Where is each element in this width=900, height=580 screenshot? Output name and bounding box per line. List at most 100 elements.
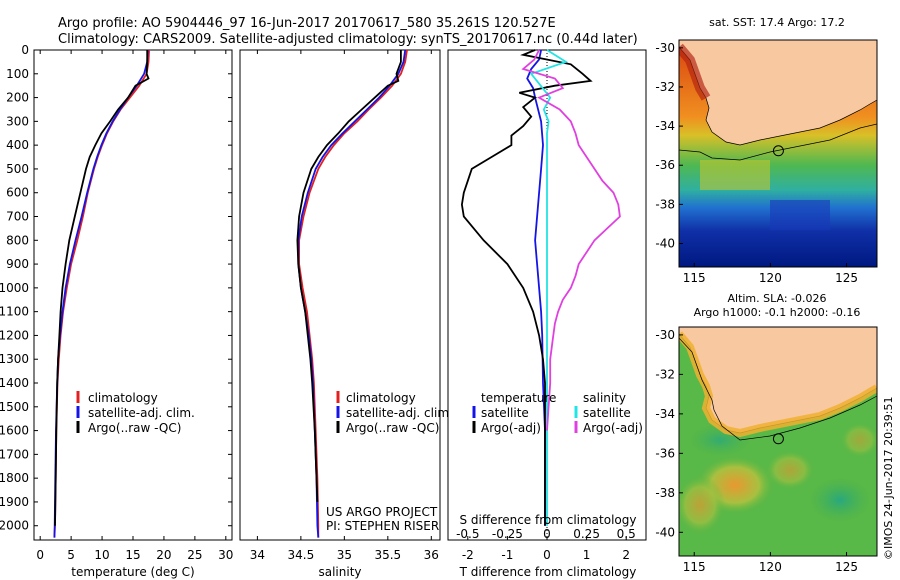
s-tick-label: -0.25 (492, 527, 523, 541)
temperature-legend-climatology: climatology (88, 391, 158, 405)
lon-tick-label: 115 (683, 271, 706, 285)
sla-contour (679, 337, 877, 441)
depth-tick-label: 100 (6, 67, 29, 81)
lat-tick-label: -34 (655, 407, 675, 421)
x-tick-label: 15 (125, 548, 140, 562)
sla-map-title-line1: Altim. SLA: -0.026 (727, 292, 826, 305)
depth-tick-label: 1100 (0, 305, 29, 319)
difference-line-temperature-argo-adj- (460, 49, 593, 526)
project-annotation: US ARGO PROJECT (326, 505, 438, 519)
sst-coast-strip (679, 43, 711, 101)
sst-warm-patch (700, 160, 770, 190)
lon-tick-label: 125 (835, 271, 858, 285)
difference-line-salinity-satellite (529, 49, 569, 526)
temperature-plot-frame (33, 49, 233, 541)
depth-tick-label: 1200 (0, 328, 29, 342)
lon-tick-label: 120 (759, 560, 782, 574)
profile-line-argo-raw-qc- (296, 50, 402, 502)
depth-tick-label: 1900 (0, 495, 29, 509)
legend-sal-argo: Argo(-adj) (583, 421, 643, 435)
depth-tick-label: 300 (6, 114, 29, 128)
lat-tick-label: -36 (655, 446, 675, 460)
sst-contour (679, 123, 877, 161)
salinity-panel: 34 34.5 35 35.5 36 salinity climatology sate… (239, 49, 453, 579)
s-tick-label: 0.25 (573, 527, 600, 541)
x-tick-label: -2 (462, 548, 474, 562)
figure-title-line1: Argo profile: AO 5904446_97 16-Jun-2017 … (58, 16, 556, 31)
depth-tick-label: 900 (6, 257, 29, 271)
depth-tick-label: 400 (6, 138, 29, 152)
profile-line-argo-raw-qc- (54, 50, 150, 526)
lat-tick-label: -30 (655, 328, 675, 342)
x-tick-label: 5 (67, 548, 75, 562)
x-tick-label: 35.5 (374, 548, 401, 562)
x-tick-label: -1 (501, 548, 513, 562)
difference-s-label: S difference from climatology (460, 513, 637, 527)
s-tick-label: 0.5 (617, 527, 636, 541)
depth-tick-label: 1600 (0, 424, 29, 438)
salinity-lines (296, 49, 408, 538)
sla-anomaly (810, 478, 870, 522)
difference-line-salinity-argo-adj- (521, 49, 621, 431)
temperature-lines (53, 49, 150, 538)
x-tick-label: 34.5 (288, 548, 315, 562)
sla-anomaly (765, 450, 815, 490)
salinity-xlabel: salinity (318, 565, 361, 579)
legend-temp-argo: Argo(-adj) (481, 421, 541, 435)
difference-t-label: T difference from climatology (459, 565, 637, 579)
depth-tick-label: 1000 (0, 281, 29, 295)
s-tick-label: -0.5 (456, 527, 479, 541)
sst-argo-marker (772, 145, 784, 157)
depth-tick-label: 1400 (0, 376, 29, 390)
salinity-legend: climatology satellite-adj. clim. Argo(..… (336, 391, 453, 435)
sst-map-frame (678, 39, 878, 268)
sla-map-ticks: 115 120 125 -30 -32 -34 -36 -38 -40 (655, 328, 858, 574)
legend-header-salinity: salinity (583, 391, 626, 405)
pi-annotation: PI: STEPHEN RISER (326, 519, 439, 533)
x-tick-label: 10 (94, 548, 109, 562)
sla-anomaly (840, 422, 877, 458)
difference-legend: temperature salinity satellite Argo(-adj… (472, 391, 643, 435)
sst-map-ticks: 115 120 125 -30 -32 -34 -36 -38 -40 (655, 41, 858, 285)
depth-tick-label: 600 (6, 186, 29, 200)
depth-tick-label: 1500 (0, 400, 29, 414)
salinity-legend-climatology: climatology (346, 391, 416, 405)
x-tick-label: 0 (543, 548, 551, 562)
depth-tick-label: 700 (6, 210, 29, 224)
lat-tick-label: -38 (655, 486, 675, 500)
difference-lines (460, 49, 621, 526)
sla-map: Altim. SLA: -0.026 Argo h1000: -0.1 h200… (655, 292, 878, 574)
imos-credit: ©IMOS 24-Jun-2017 20:39:51 (882, 396, 895, 560)
legend-header-temperature: temperature (481, 391, 556, 405)
x-tick-label: 0 (36, 548, 44, 562)
salinity-x-ticks: 34 34.5 35 35.5 36 (250, 50, 439, 562)
salinity-legend-argo: Argo(..raw -QC) (346, 421, 439, 435)
temperature-legend-argo: Argo(..raw -QC) (88, 421, 181, 435)
sla-map-title-line2: Argo h1000: -0.1 h2000: -0.16 (694, 306, 861, 319)
lat-tick-label: -38 (655, 197, 675, 211)
sst-map: sat. SST: 17.4 Argo: 17.2 115 120 125 -30 -3… (655, 16, 878, 285)
x-tick-label: 25 (187, 548, 202, 562)
depth-tick-label: 200 (6, 91, 29, 105)
depth-tick-label: 0 (21, 43, 29, 57)
legend-sal-satellite: satellite (583, 406, 631, 420)
x-tick-label: 36 (424, 548, 439, 562)
lat-tick-label: -36 (655, 158, 675, 172)
figure-title-line2: Climatology: CARS2009. Satellite-adjuste… (58, 32, 638, 47)
temperature-legend: climatology satellite-adj. clim. Argo(..… (76, 391, 195, 435)
sst-map-title: sat. SST: 17.4 Argo: 17.2 (709, 16, 845, 29)
temperature-legend-satellite: satellite-adj. clim. (88, 406, 195, 420)
lat-tick-label: -34 (655, 119, 675, 133)
x-tick-label: 35 (337, 548, 352, 562)
lon-tick-label: 125 (835, 560, 858, 574)
salinity-legend-satellite: satellite-adj. clim. (346, 406, 453, 420)
x-tick-label: 1 (583, 548, 591, 562)
depth-tick-label: 1800 (0, 471, 29, 485)
lat-tick-label: -40 (655, 525, 675, 539)
difference-panel: -2 -1 0 1 2 -0.5 -0.25 0 0.25 0.5 S difference fr… (447, 49, 647, 579)
sla-map-frame (678, 326, 878, 557)
sla-anomaly (679, 475, 725, 535)
legend-temp-satellite: satellite (481, 406, 529, 420)
temperature-xlabel: temperature (deg C) (71, 565, 194, 579)
